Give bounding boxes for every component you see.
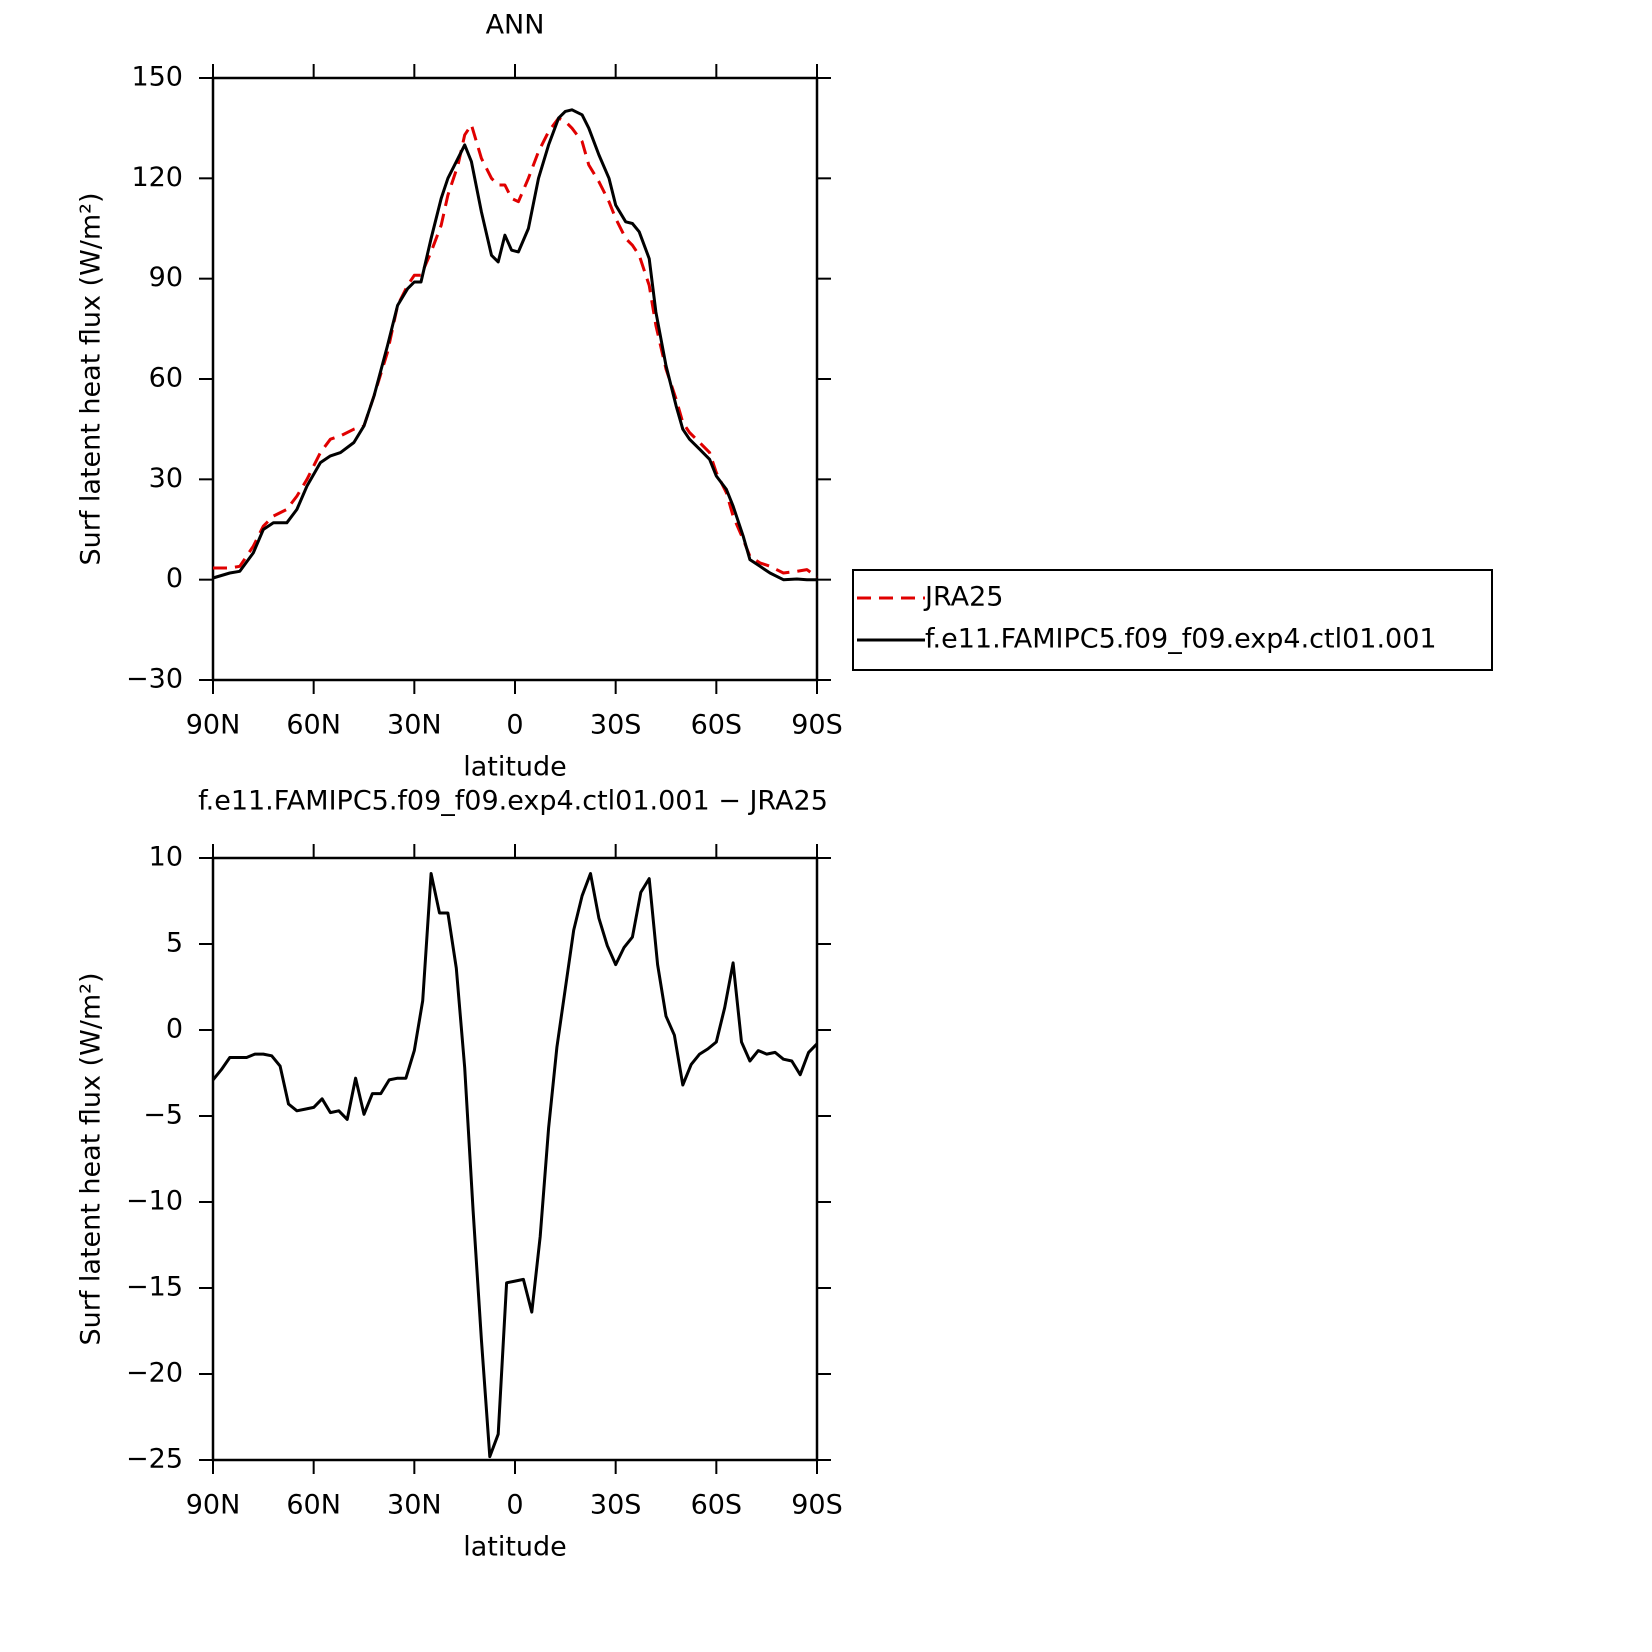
y-axis-label: Surf latent heat flux (W/m²): [76, 972, 107, 1345]
legend-box: [852, 569, 1493, 671]
chart-title: ANN: [486, 10, 545, 41]
x-tick-label: 0: [506, 710, 523, 741]
data-line: [212, 108, 817, 582]
data-line: [213, 116, 818, 579]
x-tick-label: 30S: [590, 710, 642, 741]
x-tick-label: 0: [506, 1490, 523, 1521]
y-tick-label: 5: [166, 928, 183, 959]
x-axis-label: latitude: [463, 752, 567, 783]
x-tick-label: 30N: [387, 1490, 442, 1521]
x-tick-label: 90N: [186, 1490, 241, 1521]
x-tick-label: 60N: [286, 710, 341, 741]
x-tick-label: 90S: [791, 710, 843, 741]
y-tick-label: −20: [126, 1358, 183, 1389]
y-tick-label: 120: [131, 162, 183, 193]
data-line: [211, 872, 819, 1459]
y-axis-label: Surf latent heat flux (W/m²): [76, 192, 107, 565]
y-tick-label: 60: [149, 363, 183, 394]
y-tick-label: −25: [126, 1444, 183, 1475]
x-tick-label: 30N: [387, 710, 442, 741]
x-tick-label: 60N: [286, 1490, 341, 1521]
y-tick-label: −10: [126, 1186, 183, 1217]
plot-frame: [211, 76, 819, 682]
legend-label: f.e11.FAMIPC5.f09_f09.exp4.ctl01.001: [925, 624, 1437, 655]
x-tick-label: 60S: [691, 710, 743, 741]
x-tick-label: 60S: [691, 1490, 743, 1521]
chart-title: f.e11.FAMIPC5.f09_f09.exp4.ctl01.001 − J…: [198, 786, 828, 817]
y-tick-label: 0: [166, 563, 183, 594]
y-tick-label: 90: [149, 262, 183, 293]
y-tick-label: −5: [143, 1100, 183, 1131]
y-tick-label: 10: [149, 842, 183, 873]
y-tick-label: 150: [131, 62, 183, 93]
y-tick-label: 0: [166, 1014, 183, 1045]
y-tick-label: −30: [126, 664, 183, 695]
legend-label: JRA25: [923, 582, 1003, 613]
x-tick-label: 90S: [791, 1490, 843, 1521]
plot-frame: [211, 856, 819, 1462]
y-tick-label: 30: [149, 463, 183, 494]
x-tick-label: 30S: [590, 1490, 642, 1521]
x-axis-label: latitude: [463, 1532, 567, 1563]
y-tick-label: −15: [126, 1272, 183, 1303]
x-tick-label: 90N: [186, 710, 241, 741]
